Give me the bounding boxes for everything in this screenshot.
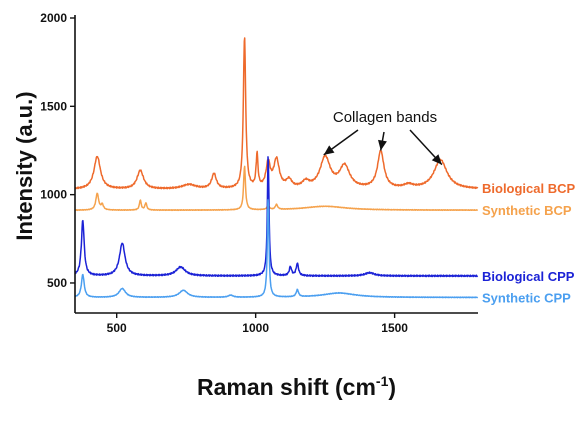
annotation-arrowhead-1 bbox=[323, 145, 335, 155]
annotation-arrowhead-2 bbox=[378, 139, 387, 151]
labels-layer: Biological BCP Synthetic BCP Biological CP… bbox=[482, 181, 576, 306]
y-tick-label-1000: 1000 bbox=[40, 188, 67, 202]
y-tick-label-2000: 2000 bbox=[40, 11, 67, 25]
x-tick-label-1000: 1000 bbox=[242, 321, 269, 335]
y-axis-title: Intensity (a.u.) bbox=[12, 91, 37, 240]
x-axis-title-superscript: -1 bbox=[376, 373, 389, 389]
series-line-synthetic-cpp bbox=[74, 199, 479, 299]
annotation-collagen-bands: Collagen bands bbox=[333, 109, 437, 126]
series-label-biological-bcp: Biological BCP bbox=[482, 181, 576, 196]
series-line-biological-cpp bbox=[74, 156, 479, 278]
x-tick-label-1500: 1500 bbox=[381, 321, 408, 335]
x-axis-title-close: ) bbox=[388, 374, 396, 400]
series-line-biological-bcp bbox=[74, 37, 479, 190]
series-label-biological-cpp: Biological CPP bbox=[482, 269, 575, 284]
x-axis-title: Raman shift (cm-1) bbox=[197, 373, 396, 400]
y-tick-label-1500: 1500 bbox=[40, 99, 67, 113]
series-line-synthetic-bcp bbox=[74, 165, 479, 212]
annotation-layer: Collagen bands bbox=[323, 109, 443, 166]
series-layer bbox=[74, 37, 479, 299]
series-label-synthetic-cpp: Synthetic CPP bbox=[482, 290, 571, 305]
x-axis-title-main: Raman shift (cm bbox=[197, 374, 376, 400]
x-tick-label-500: 500 bbox=[107, 321, 127, 335]
y-tick-label-500: 500 bbox=[47, 276, 67, 290]
series-label-synthetic-bcp: Synthetic BCP bbox=[482, 203, 572, 218]
annotation-arrowhead-3 bbox=[431, 154, 442, 165]
